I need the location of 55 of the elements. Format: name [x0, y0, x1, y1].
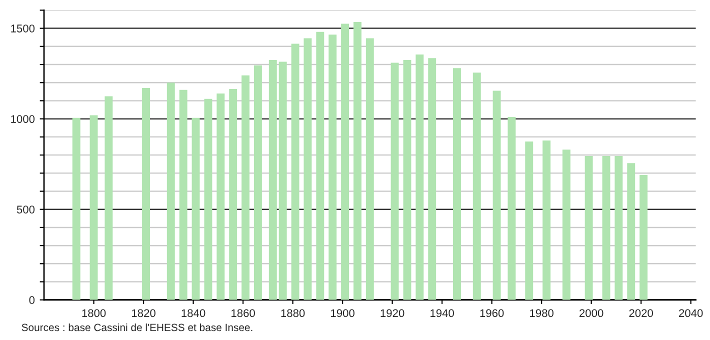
- bar: [614, 156, 623, 300]
- bar: [390, 62, 399, 300]
- bar: [278, 62, 287, 300]
- bar: [602, 156, 610, 300]
- bar: [204, 98, 212, 300]
- bar: [142, 88, 150, 300]
- y-tick-label: 1500: [11, 24, 35, 32]
- x-tick-label: 1940: [430, 309, 454, 318]
- y-tick-label: 1000: [11, 115, 35, 123]
- bar: [542, 140, 551, 300]
- bar: [254, 65, 262, 300]
- bar: [90, 115, 98, 300]
- bar: [428, 58, 436, 300]
- bar: [525, 141, 534, 300]
- bar: [627, 163, 636, 300]
- bar: [584, 156, 593, 300]
- bar: [328, 34, 337, 300]
- x-tick-label: 1820: [132, 309, 156, 318]
- bar: [72, 118, 80, 300]
- bar: [192, 118, 200, 300]
- bar: [316, 32, 324, 300]
- bar: [229, 88, 238, 300]
- source-note: Sources : base Cassini de l'EHESS et base Insee.: [22, 323, 252, 332]
- bar: [403, 60, 412, 300]
- x-tick-label: 2000: [580, 309, 604, 318]
- x-tick-label: 2040: [679, 309, 703, 318]
- bar: [242, 75, 250, 300]
- x-tick-label: 1880: [281, 309, 305, 318]
- bar: [353, 22, 362, 300]
- bar: [472, 72, 481, 300]
- x-tick-label: 1860: [232, 309, 255, 318]
- y-tick-label: 500: [16, 206, 35, 214]
- bar: [492, 90, 501, 300]
- bar: [179, 90, 188, 300]
- x-tick-label: 1800: [82, 309, 106, 318]
- bar: [341, 24, 350, 300]
- bar: [291, 44, 300, 300]
- x-tick-label: 1840: [182, 309, 206, 318]
- bar: [104, 96, 113, 300]
- x-tick-label: 1980: [530, 309, 554, 318]
- bar: [304, 38, 312, 300]
- x-tick-label: 2020: [629, 309, 653, 318]
- bar: [453, 68, 461, 300]
- bar: [268, 60, 277, 300]
- y-tick-label: 0: [29, 296, 35, 304]
- bar: [366, 38, 374, 300]
- bar: [640, 174, 648, 300]
- bar: [216, 93, 225, 300]
- x-tick-label: 1900: [331, 309, 354, 318]
- x-tick-label: 1960: [480, 309, 504, 318]
- bar: [562, 150, 570, 300]
- bar: [508, 117, 516, 300]
- x-tick-label: 1920: [380, 309, 404, 318]
- bar: [416, 54, 424, 300]
- bar: [166, 82, 175, 300]
